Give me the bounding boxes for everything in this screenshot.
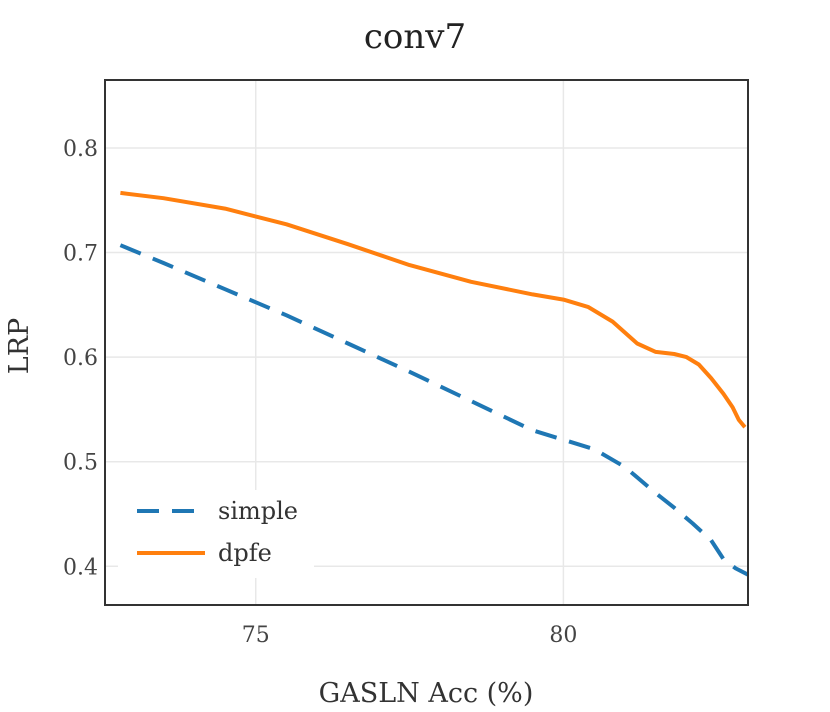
y-tick-label: 0.6 [63, 346, 98, 371]
y-tick-label: 0.4 [63, 555, 98, 580]
x-tick-label: 75 [242, 623, 270, 648]
series-line-dpfe [120, 190, 747, 429]
y-axis-label: LRP [4, 318, 35, 374]
legend-label-simple: simple [218, 497, 298, 525]
x-axis-label: GASLN Acc (%) [319, 678, 534, 709]
chart-title: conv7 [364, 17, 466, 57]
tick-labels: 75 80 0.4 0.5 0.6 0.7 0.8 [63, 137, 577, 648]
series-layer [119, 190, 749, 577]
x-tick-label: 80 [549, 623, 577, 648]
legend: simple dpfe [118, 490, 314, 578]
legend-label-dpfe: dpfe [218, 539, 272, 567]
series-line-simple [119, 243, 749, 577]
y-tick-label: 0.5 [63, 451, 98, 476]
plot-frame [104, 79, 749, 606]
y-tick-label: 0.7 [63, 242, 98, 267]
legend-background [118, 490, 314, 578]
y-tick-label: 0.8 [63, 137, 98, 162]
